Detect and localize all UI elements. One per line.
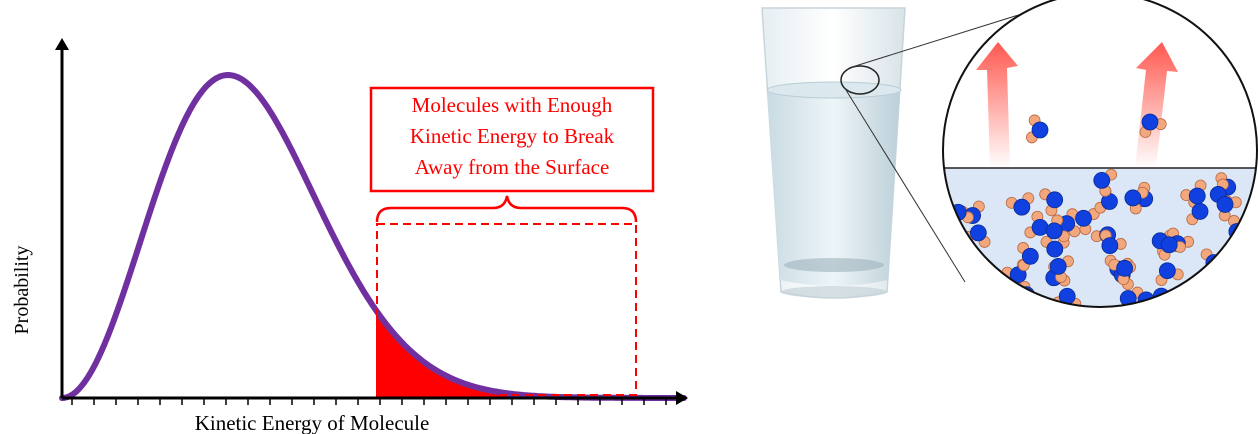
water-molecule bbox=[1025, 114, 1049, 144]
annotation-box bbox=[369, 86, 655, 193]
water-molecule bbox=[1024, 210, 1049, 239]
y-axis-label: Probability bbox=[11, 246, 33, 335]
water-molecule bbox=[1039, 188, 1064, 217]
water-molecule bbox=[943, 288, 964, 307]
water-molecule bbox=[1219, 254, 1248, 278]
high-energy-area bbox=[376, 310, 685, 398]
water-molecule bbox=[1211, 282, 1235, 307]
water-molecule bbox=[1139, 113, 1167, 138]
dashed-region bbox=[376, 223, 637, 396]
water-molecule bbox=[1180, 179, 1207, 205]
water-molecule bbox=[1124, 186, 1149, 215]
water-molecule bbox=[961, 301, 987, 307]
water-molecule bbox=[1099, 229, 1127, 255]
glass bbox=[761, 1, 1061, 299]
water-molecule bbox=[1017, 242, 1039, 272]
water-molecule bbox=[972, 291, 1002, 307]
water-molecule bbox=[1075, 208, 1100, 236]
annotation-line: Molecules with Enough bbox=[412, 93, 613, 117]
x-axis-arrow bbox=[676, 391, 688, 405]
y-axis-arrow bbox=[55, 38, 69, 50]
water-molecule bbox=[1158, 236, 1186, 261]
water-molecule bbox=[1093, 168, 1118, 197]
annotation-line: Away from the Surface bbox=[415, 155, 610, 179]
x-ticks bbox=[71, 398, 667, 405]
water-molecule bbox=[1211, 268, 1236, 296]
water-molecule bbox=[1108, 258, 1133, 286]
water-molecule bbox=[1005, 192, 1035, 216]
annotation-line: Kinetic Energy to Break bbox=[410, 124, 615, 148]
water-molecule bbox=[1049, 255, 1074, 283]
graph: Probability Kinetic Energy of Molecule M… bbox=[11, 38, 688, 434]
water-molecule bbox=[1150, 287, 1178, 307]
water-molecule bbox=[1045, 214, 1070, 243]
brace bbox=[375, 195, 638, 223]
water-molecule bbox=[961, 263, 988, 289]
zoom-view bbox=[942, 0, 1258, 308]
water-molecule bbox=[1216, 196, 1242, 222]
x-axis-label: Kinetic Energy of Molecule bbox=[195, 411, 430, 434]
water-molecule bbox=[1155, 262, 1184, 286]
water-molecule bbox=[1186, 196, 1209, 226]
